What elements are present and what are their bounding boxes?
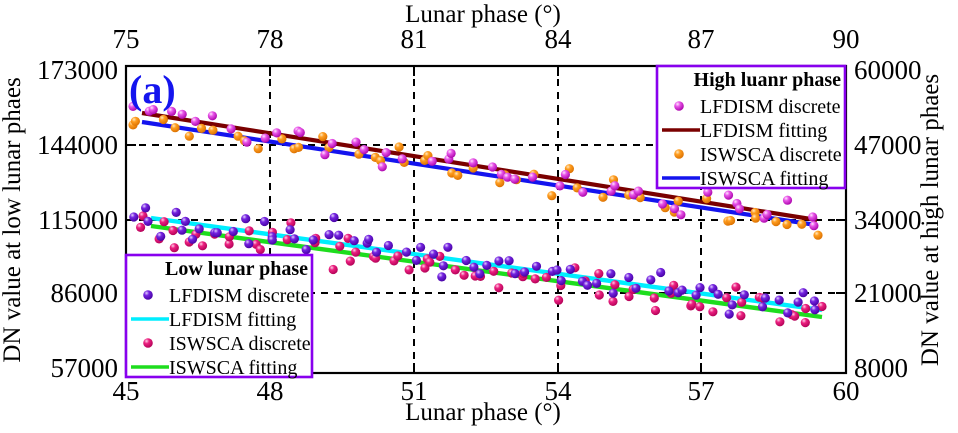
svg-text:51: 51	[401, 376, 428, 406]
svg-text:LFDISM discrete: LFDISM discrete	[169, 285, 310, 307]
svg-text:86000: 86000	[51, 278, 119, 308]
svg-text:115000: 115000	[38, 205, 118, 235]
svg-text:90: 90	[833, 24, 860, 54]
svg-text:87: 87	[688, 24, 715, 54]
svg-text:ISWSCA discrete: ISWSCA discrete	[700, 144, 842, 166]
svg-text:High luanr phase: High luanr phase	[694, 69, 842, 91]
svg-text:57000: 57000	[51, 353, 119, 383]
svg-text:LFDISM discrete: LFDISM discrete	[700, 96, 841, 118]
svg-text:DN value at low lunar phaes: DN value at low lunar phaes	[0, 77, 26, 362]
svg-text:Lunar phase (°): Lunar phase (°)	[405, 1, 561, 28]
svg-text:81: 81	[401, 24, 428, 54]
svg-text:78: 78	[257, 24, 284, 54]
svg-text:ISWSCA discrete: ISWSCA discrete	[169, 333, 311, 355]
svg-text:173000: 173000	[37, 55, 118, 85]
svg-text:75: 75	[113, 24, 140, 54]
svg-text:21000: 21000	[854, 278, 922, 308]
svg-text:Low lunar phase: Low lunar phase	[165, 258, 308, 280]
svg-text:LFDISM fitting: LFDISM fitting	[169, 309, 296, 331]
svg-text:47000: 47000	[854, 130, 922, 160]
svg-text:144000: 144000	[37, 130, 118, 160]
svg-text:ISWSCA fitting: ISWSCA fitting	[700, 168, 828, 190]
svg-text:(a): (a)	[129, 67, 176, 112]
svg-text:54: 54	[545, 376, 573, 406]
svg-text:ISWSCA fitting: ISWSCA fitting	[169, 357, 297, 379]
svg-text:Lunar phase (°): Lunar phase (°)	[405, 399, 561, 426]
svg-text:34000: 34000	[854, 205, 922, 235]
svg-text:84: 84	[545, 24, 573, 54]
svg-text:57: 57	[688, 376, 715, 406]
svg-text:LFDISM fitting: LFDISM fitting	[700, 120, 827, 142]
svg-text:60000: 60000	[854, 55, 922, 85]
svg-text:48: 48	[257, 376, 284, 406]
svg-text:8000: 8000	[854, 353, 908, 383]
